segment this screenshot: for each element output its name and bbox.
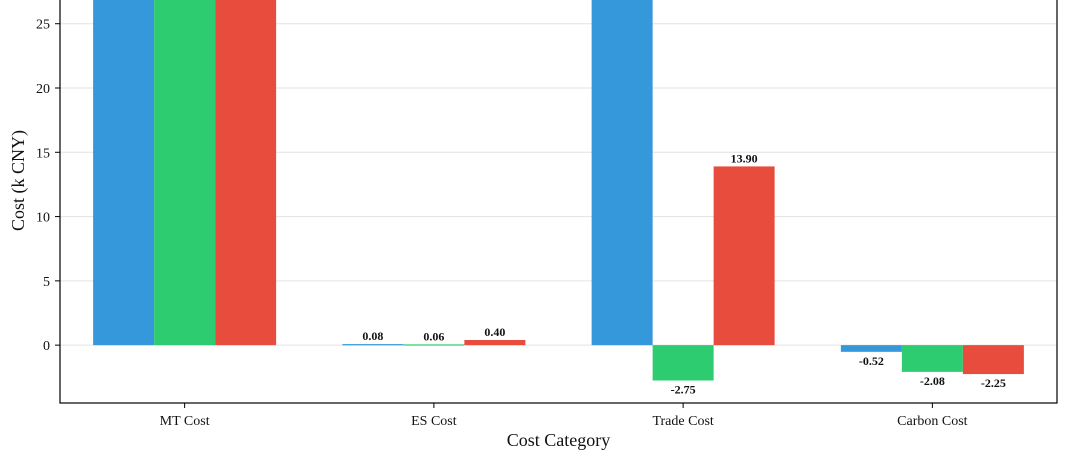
bar-labels: 0.08 0.06 0.40 -2.75 13.90 -0.52 -2.08 -2.25 (362, 151, 1006, 396)
bar-value-label: 0.08 (362, 329, 383, 343)
bar (464, 340, 526, 346)
bar (962, 345, 1024, 375)
bar-value-label: -2.08 (920, 374, 945, 388)
bar (652, 345, 714, 381)
x-tick-label: Carbon Cost (897, 414, 968, 429)
y-tick-label: 25 (36, 18, 50, 33)
x-axis-ticks: MT Cost ES Cost Trade Cost Carbon Cost (160, 403, 968, 429)
bar (215, 0, 277, 346)
bar (93, 0, 155, 346)
y-axis-label: Cost (k CNY) (8, 130, 29, 231)
bar (342, 344, 404, 346)
bar-value-label: -2.25 (981, 376, 1006, 390)
y-tick-label: 10 (36, 211, 50, 226)
bar (840, 345, 902, 352)
bar-value-label: 13.90 (731, 151, 758, 165)
bar (154, 0, 216, 346)
bar-value-label: 0.40 (484, 325, 505, 339)
y-axis-ticks: 0 5 10 15 20 25 (36, 18, 60, 354)
y-tick-label: 5 (43, 275, 50, 290)
x-tick-label: ES Cost (411, 414, 457, 429)
x-axis-label: Cost Category (507, 430, 611, 450)
bar (901, 345, 963, 372)
bar (713, 166, 775, 346)
y-tick-label: 20 (36, 82, 50, 97)
bar-value-label: -2.75 (671, 383, 696, 397)
x-tick-label: MT Cost (160, 414, 210, 429)
y-tick-label: 15 (36, 146, 50, 161)
bars (93, 0, 1024, 381)
bar (591, 0, 653, 346)
bar (403, 344, 465, 346)
bar-value-label: -0.52 (859, 354, 884, 368)
plot-frame (59, 0, 1058, 404)
y-tick-label: 0 (43, 339, 50, 354)
bar-value-label: 0.06 (423, 329, 444, 343)
x-tick-label: Trade Cost (652, 414, 713, 429)
